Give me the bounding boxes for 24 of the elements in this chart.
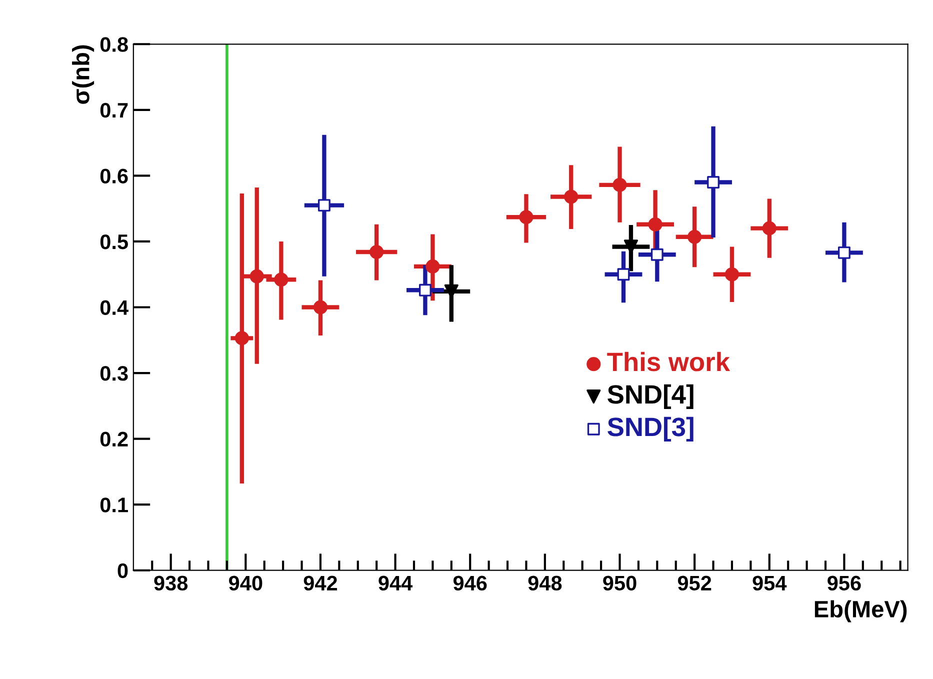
y-tick-label: 0.6 — [100, 168, 128, 184]
y-tick-label: 0.1 — [100, 498, 128, 512]
y-tick-label: 0.2 — [100, 432, 128, 447]
legend-label: This work — [607, 352, 730, 372]
x-tick-label: 942 — [304, 576, 338, 591]
y-tick-label: 0.3 — [100, 366, 128, 381]
y-tick-label: 0.7 — [100, 102, 128, 118]
x-tick-label: 940 — [228, 576, 262, 591]
legend-label: SND[3] — [608, 416, 694, 442]
x-tick-label: 938 — [154, 576, 188, 591]
x-axis-title: Eb(MeV) — [814, 600, 907, 622]
y-tick-label: 0 — [118, 563, 128, 578]
x-tick-label: 952 — [678, 576, 712, 591]
x-tick-label: 956 — [828, 576, 861, 591]
x-tick-label: 954 — [752, 576, 787, 591]
y-tick-label: 0.4 — [100, 300, 128, 315]
legend-label: SND[4] — [608, 384, 694, 410]
x-tick-label: 948 — [528, 576, 562, 591]
y-axis-title: σ(nb) — [72, 45, 94, 104]
x-tick-label: 944 — [378, 576, 413, 591]
x-tick-label: 950 — [603, 576, 636, 591]
y-tick-label: 0.5 — [100, 234, 128, 250]
y-tick-label: 0.8 — [100, 37, 128, 52]
x-tick-label: 946 — [453, 576, 487, 591]
